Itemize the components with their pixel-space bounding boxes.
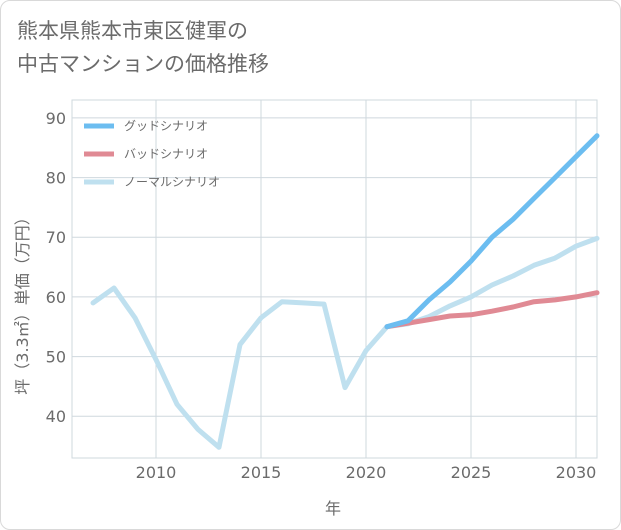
series-line-bad bbox=[384, 290, 600, 330]
y-tick-label-90: 90 bbox=[46, 109, 66, 128]
y-axis-label: 坪（3.3㎡）単価（万円） bbox=[13, 209, 32, 394]
series-line-good bbox=[384, 133, 600, 330]
x-tick-label-2010: 2010 bbox=[136, 463, 177, 482]
chart-title-line-2: 中古マンションの価格推移 bbox=[17, 52, 269, 76]
y-tick-label-70: 70 bbox=[46, 228, 66, 247]
legend-label-normal: ノーマルシナリオ bbox=[124, 175, 220, 189]
x-axis-label: 年 bbox=[325, 499, 341, 518]
x-tick-label-2020: 2020 bbox=[346, 463, 387, 482]
tick-labels: 40 50 60 70 80 90 2010 2015 2020 2025 2030 bbox=[46, 109, 597, 482]
x-tick-label-2025: 2025 bbox=[451, 463, 492, 482]
y-tick-label-40: 40 bbox=[46, 407, 66, 426]
chart-title: 熊本県熊本市東区健軍の 中古マンションの価格推移 bbox=[17, 15, 437, 81]
series-layer bbox=[90, 133, 600, 450]
x-tick-label-2030: 2030 bbox=[556, 463, 597, 482]
legend-label-bad: バッドシナリオ bbox=[124, 147, 208, 161]
y-tick-label-60: 60 bbox=[46, 288, 66, 307]
legend-label-good: グッドシナリオ bbox=[124, 119, 208, 133]
plot-area-border bbox=[71, 99, 598, 459]
chart-title-line-1: 熊本県熊本市東区健軍の bbox=[17, 19, 248, 43]
series-line-normal bbox=[90, 235, 600, 450]
x-tick-label-2015: 2015 bbox=[241, 463, 282, 482]
y-tick-label-80: 80 bbox=[46, 169, 66, 188]
y-tick-label-50: 50 bbox=[46, 348, 66, 367]
